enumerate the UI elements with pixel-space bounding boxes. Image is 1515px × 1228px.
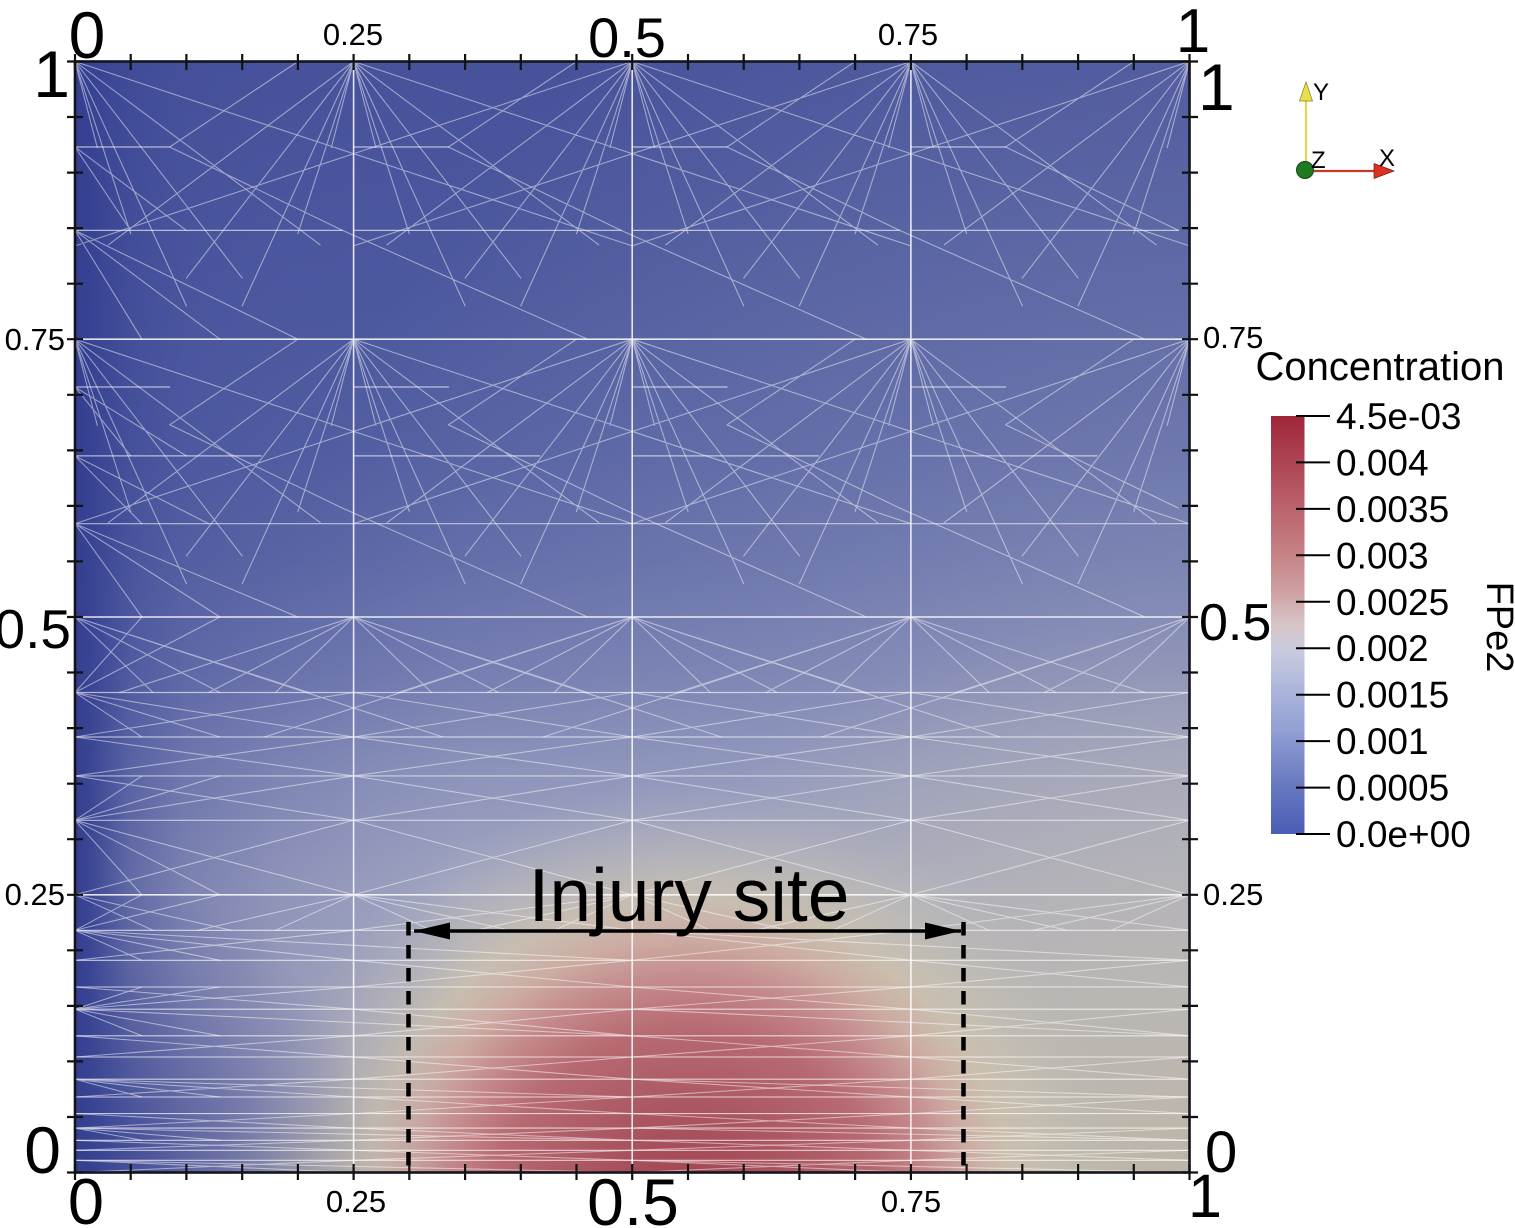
svg-text:0.25: 0.25: [5, 877, 65, 912]
svg-text:0.0005: 0.0005: [1336, 768, 1449, 809]
svg-text:4.5e-03: 4.5e-03: [1336, 396, 1462, 437]
svg-text:0: 0: [69, 0, 106, 72]
svg-text:0.75: 0.75: [878, 17, 938, 52]
svg-text:X: X: [1379, 145, 1395, 172]
svg-text:Injury site: Injury site: [529, 853, 850, 937]
svg-text:0.5: 0.5: [588, 6, 666, 69]
svg-text:0.5: 0.5: [0, 598, 71, 660]
svg-text:1: 1: [1188, 1162, 1222, 1228]
svg-text:0.001: 0.001: [1336, 721, 1429, 762]
svg-text:0.002: 0.002: [1336, 628, 1429, 669]
svg-text:0.0025: 0.0025: [1336, 582, 1449, 623]
svg-text:0.5: 0.5: [1199, 594, 1271, 652]
svg-text:0: 0: [68, 1165, 104, 1228]
svg-text:0.0e+00: 0.0e+00: [1336, 814, 1471, 855]
svg-text:1: 1: [33, 37, 70, 111]
svg-text:0.75: 0.75: [5, 322, 65, 357]
svg-text:0.004: 0.004: [1336, 442, 1429, 483]
svg-text:0.003: 0.003: [1336, 535, 1429, 576]
svg-text:0.0035: 0.0035: [1336, 489, 1449, 530]
svg-text:Z: Z: [1311, 147, 1326, 174]
svg-text:Y: Y: [1313, 79, 1329, 106]
svg-text:0.0015: 0.0015: [1336, 675, 1449, 716]
svg-text:0.25: 0.25: [326, 1184, 386, 1219]
svg-text:0.75: 0.75: [881, 1184, 941, 1219]
svg-text:0.25: 0.25: [323, 17, 383, 52]
svg-text:1: 1: [1176, 0, 1210, 66]
svg-text:0.75: 0.75: [1203, 320, 1263, 355]
svg-text:0: 0: [1205, 1120, 1237, 1185]
svg-text:1: 1: [1198, 50, 1235, 124]
svg-text:FPe2: FPe2: [1478, 582, 1515, 673]
svg-text:0: 0: [24, 1113, 61, 1187]
svg-text:0.5: 0.5: [587, 1165, 679, 1228]
svg-text:Concentration: Concentration: [1255, 345, 1504, 389]
svg-text:0.25: 0.25: [1203, 877, 1263, 912]
